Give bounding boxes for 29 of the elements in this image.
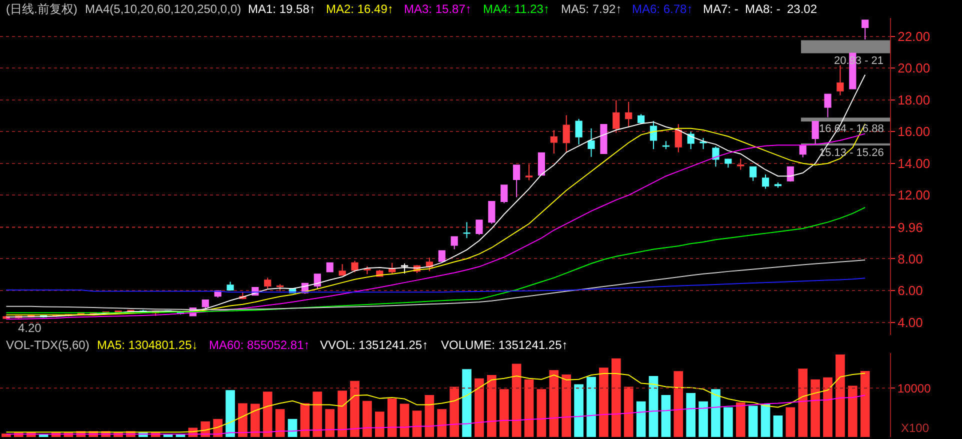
legend-title: MA4(5,10,20,60,120,250,0,0): [85, 2, 242, 16]
y-tick-label: 4.00: [898, 314, 923, 330]
text: MA6: 6.78↑: [632, 2, 693, 16]
y-tick-label: 22.00: [898, 28, 930, 44]
y-tick-label: 18.00: [898, 92, 930, 108]
text: MA3: 15.87↑: [404, 2, 472, 16]
text: MA2: 16.49↑: [326, 2, 394, 16]
text: MA7: -: [703, 2, 738, 16]
text: MA4: 11.23↑: [483, 2, 550, 16]
text: MA5: 1304801.25↓: [97, 338, 198, 352]
y-tick-label: 10000: [897, 381, 932, 396]
y-tick-label: 9.96: [898, 220, 923, 236]
y-tick-label: 14.00: [898, 156, 930, 171]
text: MA8: -: [745, 2, 780, 16]
annotation: 4.20: [18, 321, 42, 335]
text: 23.02: [787, 2, 818, 16]
y-tick-label: 20.00: [898, 60, 930, 76]
chart-title: (日线.前复权): [6, 2, 78, 16]
text: MA5: 7.92↑: [561, 2, 622, 16]
text: VOLUME: 1351241.25↑: [441, 338, 568, 352]
text: MA60: 855052.81↑: [209, 338, 310, 352]
y-axis-title: X100: [901, 421, 930, 435]
text: MA1: 19.58↑: [248, 2, 316, 16]
y-tick-label: 8.00: [898, 251, 923, 266]
y-tick-label: 6.00: [898, 283, 923, 298]
y-tick-label: 12.00: [898, 188, 930, 203]
text: VVOL: 1351241.25↑: [320, 338, 428, 352]
legend-title: VOL-TDX(5,60): [6, 338, 90, 352]
y-tick-label: 16.00: [898, 124, 930, 140]
